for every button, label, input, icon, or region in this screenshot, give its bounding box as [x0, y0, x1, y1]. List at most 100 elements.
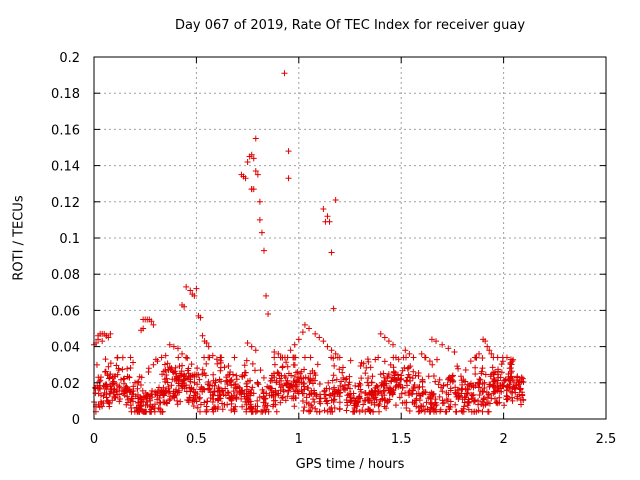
- data-point: [322, 395, 329, 402]
- data-point: [191, 379, 198, 386]
- data-point: [93, 361, 100, 368]
- data-point: [194, 381, 201, 388]
- data-point: [381, 403, 388, 410]
- data-point: [294, 368, 301, 375]
- data-point: [205, 354, 212, 361]
- x-tick-label: 1: [295, 432, 303, 447]
- data-point: [379, 396, 386, 403]
- data-point: [339, 383, 346, 390]
- data-point: [388, 378, 395, 385]
- data-point: [339, 369, 346, 376]
- data-point: [221, 401, 228, 408]
- data-point: [383, 380, 390, 387]
- data-point: [343, 407, 350, 414]
- data-point: [270, 401, 277, 408]
- data-point: [366, 407, 373, 414]
- data-point: [311, 369, 318, 376]
- data-point: [105, 363, 112, 370]
- data-point: [485, 400, 492, 407]
- data-point: [174, 345, 181, 352]
- data-point: [476, 391, 483, 398]
- y-tick-label: 0.2: [59, 51, 80, 66]
- y-tick-label: 0.14: [51, 160, 80, 175]
- data-point: [445, 345, 452, 352]
- data-point: [154, 396, 161, 403]
- data-point: [252, 347, 259, 354]
- data-point: [476, 350, 483, 357]
- data-point: [471, 354, 478, 361]
- data-point: [505, 371, 512, 377]
- data-point: [221, 364, 228, 371]
- data-point: [110, 380, 117, 387]
- data-point: [308, 402, 315, 409]
- data-point: [247, 398, 254, 405]
- data-point: [375, 354, 382, 361]
- data-point: [160, 399, 167, 406]
- data-point: [267, 377, 274, 384]
- x-axis-label: GPS time / hours: [295, 457, 405, 472]
- data-point: [336, 405, 343, 412]
- data-point: [209, 398, 216, 405]
- data-point: [499, 382, 506, 389]
- data-point: [159, 371, 166, 378]
- data-point: [506, 381, 513, 388]
- data-point: [468, 395, 475, 402]
- data-point: [482, 401, 489, 408]
- data-point: [187, 378, 194, 385]
- data-point: [415, 372, 422, 379]
- data-point: [358, 359, 365, 366]
- data-points: [91, 70, 527, 415]
- data-point: [236, 384, 243, 391]
- data-point: [493, 399, 500, 406]
- data-point: [406, 350, 413, 357]
- data-point: [317, 400, 324, 407]
- data-point: [127, 354, 134, 361]
- data-point: [163, 387, 170, 394]
- data-point: [225, 389, 232, 396]
- data-point: [340, 374, 347, 381]
- data-point: [209, 406, 216, 413]
- data-point: [224, 372, 231, 379]
- data-point: [489, 382, 496, 389]
- data-point: [428, 336, 435, 343]
- data-point: [254, 407, 261, 414]
- data-point: [204, 398, 211, 405]
- data-point: [183, 354, 190, 361]
- data-point: [191, 292, 198, 299]
- data-point: [362, 390, 369, 397]
- data-point: [231, 408, 238, 415]
- data-point: [156, 384, 163, 391]
- y-tick-label: 0.04: [51, 341, 80, 356]
- data-point: [331, 362, 338, 369]
- data-point: [277, 399, 284, 406]
- data-point: [380, 370, 387, 377]
- data-point: [163, 372, 170, 379]
- data-point: [252, 403, 259, 410]
- data-point: [306, 325, 313, 332]
- data-point: [503, 354, 510, 361]
- data-point: [150, 361, 157, 368]
- x-tick-label: 0.5: [186, 432, 207, 447]
- data-point: [227, 377, 234, 384]
- y-tick-label: 0.1: [59, 232, 80, 247]
- data-point: [437, 406, 444, 413]
- data-point: [185, 397, 192, 404]
- data-point: [478, 370, 485, 377]
- data-point: [160, 391, 167, 398]
- data-point: [157, 399, 164, 406]
- data-point: [330, 397, 337, 404]
- data-point: [220, 391, 227, 398]
- data-point: [452, 401, 459, 408]
- data-point: [330, 386, 337, 393]
- data-point: [125, 396, 132, 403]
- data-point: [112, 394, 119, 401]
- data-point: [184, 355, 191, 362]
- data-point: [251, 367, 258, 374]
- data-point: [403, 378, 410, 385]
- x-tick-label: 2.5: [596, 432, 617, 447]
- data-point: [163, 399, 170, 406]
- data-point: [243, 395, 250, 402]
- data-point: [472, 364, 479, 371]
- data-point: [138, 408, 145, 415]
- data-point: [228, 407, 235, 414]
